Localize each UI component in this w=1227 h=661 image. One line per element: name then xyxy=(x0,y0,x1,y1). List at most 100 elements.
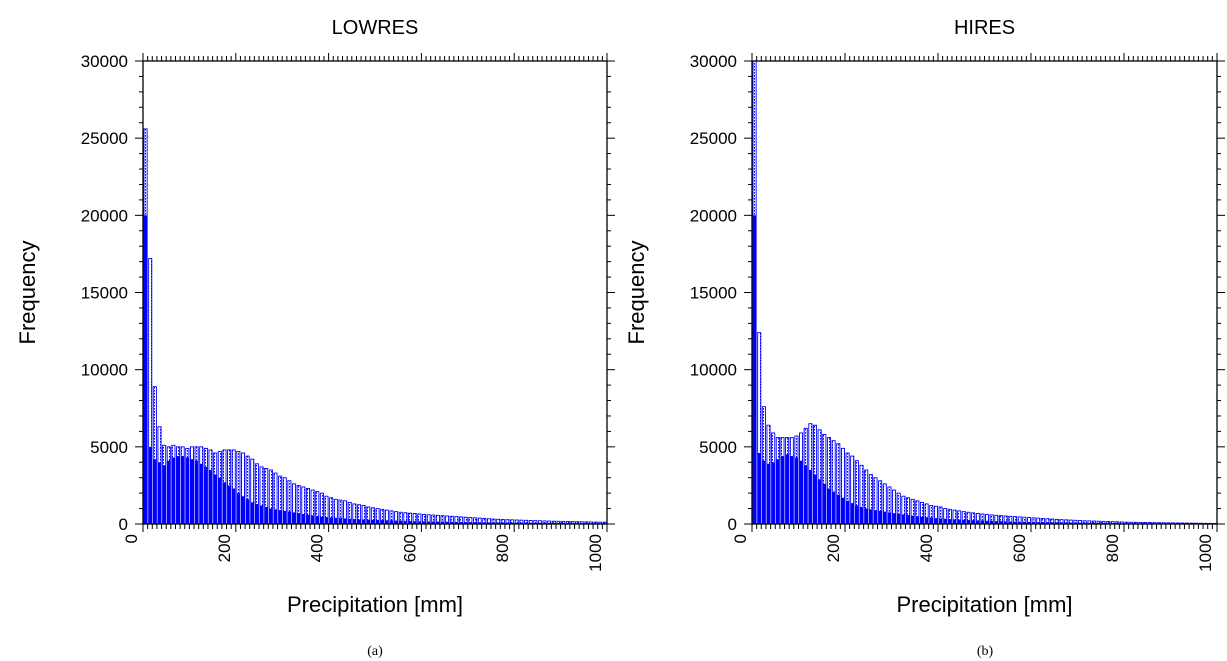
histogram-bar-outline xyxy=(459,516,464,524)
histogram-bar-outline xyxy=(1022,516,1027,524)
histogram-bar-filled xyxy=(501,522,505,524)
histogram-bar-outline xyxy=(1008,515,1013,524)
histogram-bar-filled xyxy=(496,522,500,524)
histogram-bar-outline xyxy=(1105,521,1111,524)
histogram-bar-filled xyxy=(413,521,417,524)
histogram-bar-filled xyxy=(794,457,798,524)
y-tick-label: 25000 xyxy=(690,129,737,148)
histogram-bar-filled xyxy=(855,505,859,524)
histogram-bar-outline xyxy=(152,386,157,524)
histogram-bar-outline xyxy=(896,492,901,524)
histogram-bar-outline xyxy=(957,510,962,524)
histogram-bar-filled xyxy=(408,521,412,524)
histogram-bar-filled xyxy=(980,520,984,524)
histogram-bar-filled xyxy=(427,521,431,524)
histogram-bar-filled xyxy=(859,507,864,524)
histogram-bar-outline xyxy=(268,469,273,524)
histogram-bar-outline xyxy=(273,472,278,524)
histogram-bar-filled xyxy=(329,517,333,524)
histogram-bar-filled xyxy=(487,522,491,524)
x-tick-label: 0 xyxy=(731,534,750,543)
histogram-bar-filled xyxy=(1059,522,1064,524)
histogram-bar-filled xyxy=(440,521,445,524)
histogram-bar-filled xyxy=(780,456,785,524)
histogram-bar-outline xyxy=(398,511,403,524)
histogram-bar-filled xyxy=(264,507,268,524)
histogram-bar-outline xyxy=(1091,520,1097,524)
histogram-bar-outline xyxy=(584,521,589,524)
histogram-bar-outline xyxy=(231,449,236,524)
histogram-bar-outline xyxy=(864,469,869,524)
histogram-bar-outline xyxy=(482,517,487,524)
histogram-bar-outline xyxy=(878,480,883,524)
histogram-bar-filled xyxy=(283,510,287,524)
y-tick-label: 0 xyxy=(119,515,128,534)
histogram-bar-filled xyxy=(1032,521,1036,524)
histogram-bar-outline xyxy=(1017,516,1022,524)
histogram-bar-filled xyxy=(757,453,761,524)
histogram-bar-filled xyxy=(273,509,278,524)
histogram-bar-filled xyxy=(431,521,435,524)
histogram-bar-filled xyxy=(966,520,971,524)
histogram-bar-outline xyxy=(389,510,394,524)
histogram-bar-outline xyxy=(537,520,542,524)
histogram-bar-filled xyxy=(380,520,384,524)
histogram-bar-outline xyxy=(1036,517,1041,524)
histogram-bar-outline xyxy=(901,495,906,524)
histogram-bar-filled xyxy=(1022,521,1026,524)
histogram-bar-filled xyxy=(176,456,180,524)
histogram-bar-filled xyxy=(976,520,980,524)
histogram-bar-filled xyxy=(753,215,757,524)
histogram-bar-filled xyxy=(445,521,449,524)
y-tick-label: 0 xyxy=(728,515,737,534)
histogram-bar-filled xyxy=(771,462,775,524)
histogram-bar-filled xyxy=(1064,522,1068,524)
histogram-bar-filled xyxy=(911,515,915,524)
histogram-bar-outline xyxy=(319,492,324,524)
bars xyxy=(752,61,1217,524)
histogram-bar-filled xyxy=(790,456,794,524)
histogram-bar-outline xyxy=(352,503,357,524)
histogram-bar-filled xyxy=(878,510,882,524)
panel-lowres: 0 5000 10000 15000 20000 25000 30000 0 200 400 600… xyxy=(15,17,615,617)
histogram-bar-filled xyxy=(934,518,938,524)
histogram-bar-outline xyxy=(240,452,246,524)
histogram-bar-outline xyxy=(347,501,352,524)
histogram-bar-filled xyxy=(1055,522,1059,524)
histogram-bar-outline xyxy=(1040,517,1045,524)
histogram-bar-filled xyxy=(343,518,347,524)
histogram-bar-filled xyxy=(1018,521,1022,524)
bars xyxy=(143,128,607,524)
histogram-bar-filled xyxy=(1004,521,1008,524)
histogram-bar-filled xyxy=(148,446,152,524)
histogram-bar-outline xyxy=(1045,518,1050,524)
histogram-bar-outline xyxy=(593,521,598,524)
histogram-bar-outline xyxy=(579,521,584,524)
histogram-bar-outline xyxy=(1124,521,1129,524)
histogram-bar-filled xyxy=(157,462,162,524)
histogram-bar-outline xyxy=(989,514,994,524)
histogram-bar-filled xyxy=(939,518,943,524)
histogram-bar-filled xyxy=(403,520,407,524)
histogram-bar-outline xyxy=(757,332,762,524)
histogram-bar-filled xyxy=(208,469,213,524)
histogram-bar-filled xyxy=(957,519,961,524)
histogram-bar-filled xyxy=(181,456,185,524)
x-tick-label: 800 xyxy=(1103,534,1122,562)
histogram-bar-filled xyxy=(422,521,426,524)
histogram-bar-outline xyxy=(915,500,920,524)
histogram-bar-outline xyxy=(1101,520,1106,524)
histogram-bar-filled xyxy=(324,517,329,524)
histogram-bar-filled xyxy=(906,515,910,524)
histogram-bar-filled xyxy=(808,469,812,524)
y-tick-label: 15000 xyxy=(81,284,128,303)
histogram-bar-outline xyxy=(966,511,971,524)
panel-caption-a: (a) xyxy=(367,644,383,659)
histogram-bar-filled xyxy=(338,518,343,524)
histogram-bar-filled xyxy=(162,465,166,524)
histogram-bar-filled xyxy=(836,494,840,524)
x-tick-label: 400 xyxy=(917,534,936,562)
histogram-bar-filled xyxy=(962,519,966,524)
histogram-bar-outline xyxy=(510,519,515,524)
histogram-bar-outline xyxy=(1026,517,1031,524)
